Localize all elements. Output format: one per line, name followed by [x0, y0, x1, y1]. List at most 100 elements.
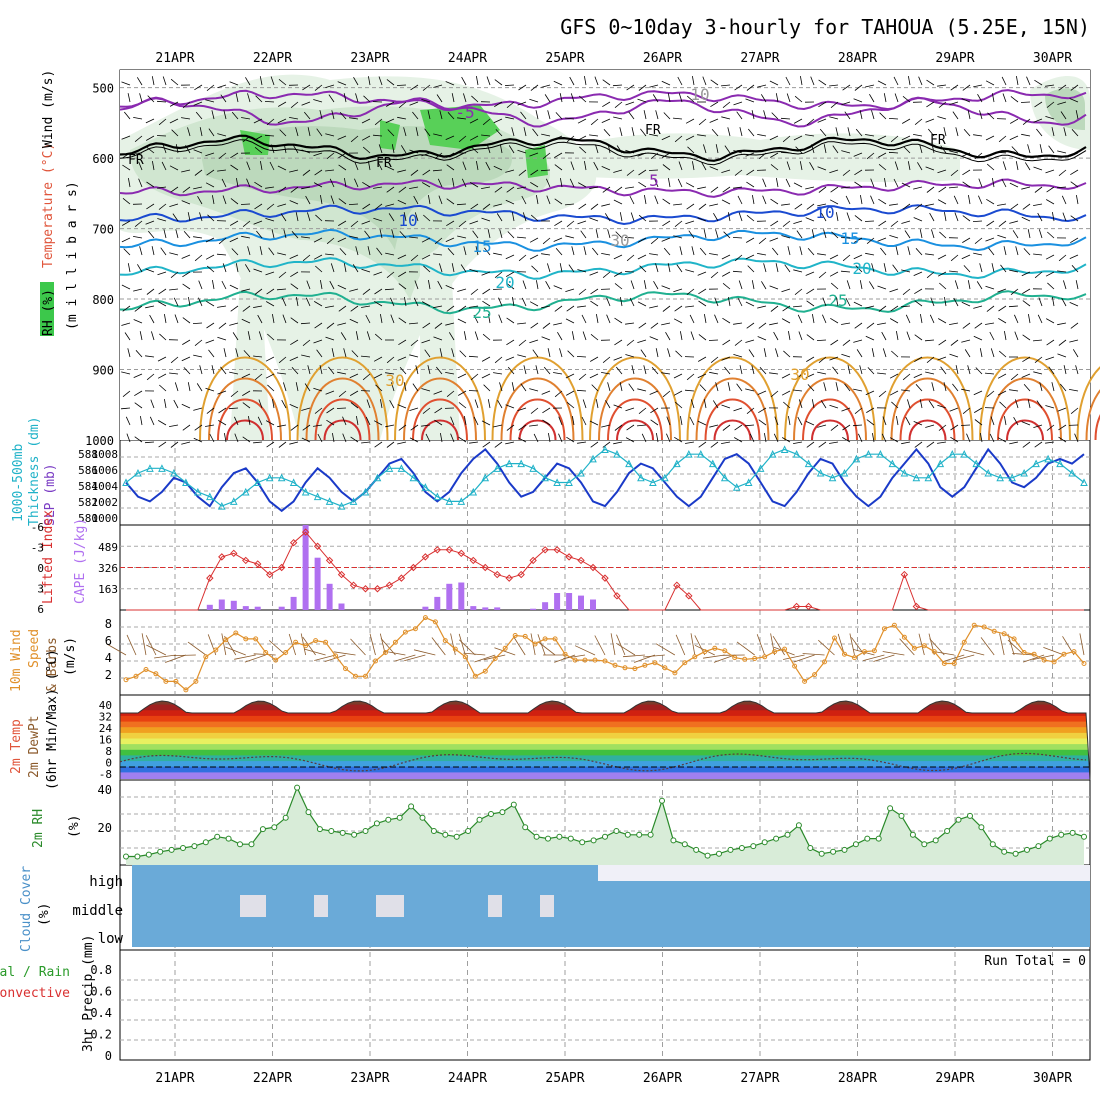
top-date-label: 24APR [448, 51, 487, 66]
cape-bar [243, 606, 249, 610]
contour-label: 25 [472, 303, 491, 322]
rh2m-point [956, 817, 961, 822]
rh2m-point [751, 844, 756, 849]
rh2m-point [899, 813, 904, 818]
wind-barb [711, 442, 718, 447]
rh2m-tick-label: 20 [98, 821, 112, 835]
rh2m-point [1002, 849, 1007, 854]
panel3-ylabels: Lifted Index CAPE (J/kg) [41, 510, 88, 604]
freezing-level-label: FR [930, 133, 946, 148]
lifted-tick-label: 3 [37, 583, 44, 596]
pressure-tick-label: 600 [92, 152, 114, 166]
cloud-middle-gap [488, 895, 502, 917]
wind10-barb [404, 655, 425, 661]
wind10-label-4: (m/s) [63, 637, 78, 676]
bottom-date-label: 30APR [1033, 1071, 1072, 1086]
wind10-barb [616, 643, 635, 655]
thickness-line [126, 449, 1084, 506]
rh2m-point [603, 834, 608, 839]
wind-barb [685, 442, 694, 444]
panel-lifted-cape [120, 525, 1090, 610]
wind10-barb [174, 655, 196, 656]
rh2m-point [260, 827, 265, 832]
wind10-barb [146, 635, 156, 655]
bottom-date-label: 28APR [838, 1071, 877, 1086]
cloud-high-cell [860, 881, 870, 891]
cape-bar [291, 597, 297, 610]
wind10-barb [1043, 647, 1064, 655]
top-date-label: 23APR [350, 51, 389, 66]
wind-barb [469, 391, 478, 392]
wind-barb [807, 442, 814, 447]
wind10-line [126, 618, 1084, 690]
wind10-barb [351, 639, 366, 655]
rh2m-point [717, 851, 722, 856]
temp2m-label-1: 2m Temp [9, 719, 24, 774]
wind10-barb [538, 642, 555, 656]
rh2m-point [546, 836, 551, 841]
wind-barb [613, 442, 622, 444]
rh2m-point [910, 832, 915, 837]
freezing-level-label: FR [376, 156, 392, 171]
wind10-label-1: 10m Wind [9, 629, 24, 692]
cloud-label: Cloud Cover [19, 866, 34, 952]
rh2m-point [945, 829, 950, 834]
rh2m-label: 2m RH [31, 809, 46, 848]
panel4-ylabels: 10m Wind Speed & Barbs (m/s) [9, 629, 78, 692]
wind-barb [1023, 442, 1030, 447]
rh2m-point [352, 832, 357, 837]
cloud-high-cell [760, 881, 770, 891]
top-date-label: 30APR [1033, 51, 1072, 66]
pressure-tick-label: 900 [92, 364, 114, 378]
cape-bar [566, 593, 572, 610]
wind10-barb [863, 655, 884, 661]
wind10-barb [269, 640, 285, 655]
rh2m-point [785, 832, 790, 837]
rh2m-point [728, 847, 733, 852]
top-date-label: 22APR [253, 51, 292, 66]
rh2m-point [363, 829, 368, 834]
wind10-barb [676, 635, 685, 655]
rh2m-point [340, 830, 345, 835]
rh2m-point [477, 817, 482, 822]
rh2m-point [819, 851, 824, 856]
wind10-barb [513, 636, 525, 655]
temp2m-tick-label: -8 [99, 768, 112, 781]
rh2m-point [420, 815, 425, 820]
panel-2m-temp [120, 699, 1090, 780]
panel-precip [120, 980, 1090, 1040]
bottom-date-label: 24APR [448, 1071, 487, 1086]
wind10-barb [773, 636, 785, 655]
cape-bar [255, 607, 261, 610]
wind-barb [865, 221, 874, 222]
temp-band [120, 716, 1090, 723]
top-date-label: 29APR [935, 51, 974, 66]
wind-barb [1035, 442, 1042, 447]
slp-tick-label: 1004 [92, 480, 119, 493]
wind10-barb [803, 654, 825, 656]
wind-barb [781, 153, 790, 154]
pressure-tick-label: 500 [92, 82, 114, 96]
cloud-high-label: high [89, 874, 123, 890]
cape-tick-label: 163 [98, 583, 118, 596]
rh2m-point [329, 829, 334, 834]
top-date-label: 25APR [545, 51, 584, 66]
wind10-tick-label: 8 [105, 617, 112, 631]
rh2m-point [534, 834, 539, 839]
contour-label: 10 [815, 203, 834, 222]
wind-barb [901, 442, 910, 444]
cape-label: CAPE (J/kg) [73, 518, 88, 604]
rh2m-point [1070, 830, 1075, 835]
wind-barb [387, 442, 394, 448]
wind-barb [375, 442, 382, 447]
wind-barb [397, 442, 406, 444]
pressure-tick-label: 1000 [85, 434, 114, 448]
rh2m-point [238, 842, 243, 847]
freezing-level-label: FR [645, 123, 661, 138]
rh2m-point [466, 829, 471, 834]
rh2m-point [671, 838, 676, 843]
rh2m-point [625, 832, 630, 837]
wind-barb [937, 442, 946, 443]
